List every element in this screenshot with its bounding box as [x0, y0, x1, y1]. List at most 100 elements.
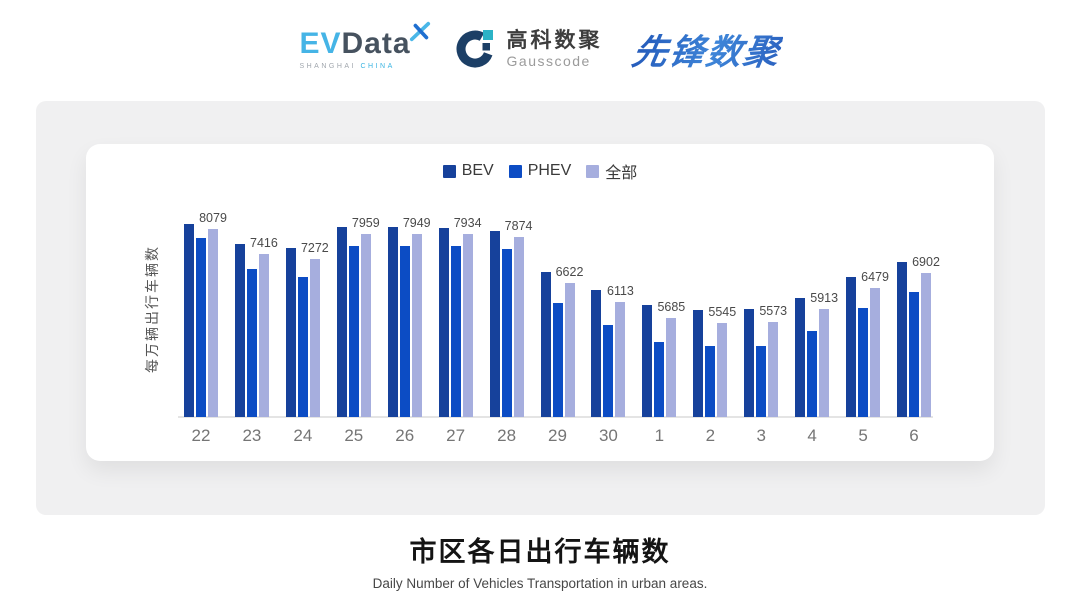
bar-全部-2[interactable]: [717, 322, 728, 417]
bar-PHEV-29[interactable]: [552, 302, 563, 417]
gausscode-en-text: Gausscode: [506, 52, 591, 69]
bar-PHEV-1[interactable]: [654, 342, 665, 417]
bar-全部-1[interactable]: [666, 317, 677, 417]
legend-swatch-phev: [508, 164, 522, 178]
evdata-data-text: Data: [341, 26, 411, 60]
evdata-cross-icon: [409, 21, 430, 41]
gausscode-wordmark: 高科数聚 Gausscode: [507, 29, 603, 69]
legend-item-all[interactable]: 全部: [586, 159, 637, 183]
x-tick-30: 30: [598, 426, 618, 445]
x-tick-29: 29: [548, 426, 567, 445]
bar-全部-5[interactable]: [870, 288, 881, 417]
gausscode-g-icon: [456, 30, 493, 68]
x-tick-1: 1: [654, 426, 665, 445]
bar-BEV-27[interactable]: [438, 227, 449, 417]
chart-legend: BEV PHEV 全部: [86, 159, 994, 183]
bar-BEV-6[interactable]: [897, 261, 908, 417]
bar-全部-6[interactable]: [921, 272, 932, 417]
x-axis-line: [178, 416, 933, 418]
legend-label-phev: PHEV: [527, 162, 572, 179]
x-tick-4: 4: [807, 426, 817, 445]
bar-BEV-25[interactable]: [336, 227, 347, 417]
plot-area: 8079 7416 7272 7959 7949 7934 7874 6622 6113 5685…: [86, 144, 994, 418]
x-tick-2: 2: [705, 426, 716, 445]
bar-PHEV-4[interactable]: [807, 330, 818, 417]
x-tick-25: 25: [344, 426, 364, 445]
bar-PHEV-28[interactable]: [501, 248, 512, 417]
value-label-30: 6113: [606, 283, 634, 298]
chart-title: 市区各日出行车辆数: [409, 537, 671, 567]
value-label-22: 8079: [199, 211, 227, 226]
bar-PHEV-3[interactable]: [756, 346, 767, 417]
x-tick-3: 3: [756, 426, 766, 445]
bar-PHEV-27[interactable]: [450, 246, 461, 417]
header-logos: EV Data SHANGHAI CHINA 高科数聚 Gausscode 先锋数…: [0, 14, 1080, 84]
value-label-2: 5545: [708, 304, 737, 319]
bar-全部-26[interactable]: [411, 233, 422, 417]
x-tick-6: 6: [909, 426, 919, 445]
bar-PHEV-2[interactable]: [705, 346, 716, 417]
bar-BEV-4[interactable]: [795, 297, 806, 417]
evdata-subtext: SHANGHAI CHINA: [299, 63, 410, 70]
value-label-1: 5685: [657, 299, 686, 314]
value-label-5: 6479: [861, 270, 889, 285]
chart-panel: BEV PHEV 全部 每万辆出行车辆数 8079 7416 7272 7959 794…: [36, 101, 1045, 515]
bar-BEV-26[interactable]: [387, 226, 398, 417]
x-tick-28: 28: [497, 426, 517, 445]
bar-BEV-22[interactable]: [184, 223, 194, 417]
bar-BEV-23[interactable]: [234, 243, 245, 417]
bar-全部-24[interactable]: [309, 258, 320, 417]
x-tick-24: 24: [293, 426, 313, 445]
bar-PHEV-26[interactable]: [399, 245, 410, 417]
legend-swatch-bev: [442, 164, 456, 178]
bar-PHEV-6[interactable]: [909, 292, 920, 417]
bar-PHEV-30[interactable]: [603, 324, 614, 417]
evdata-china-text: CHINA: [360, 62, 395, 70]
bar-全部-28[interactable]: [513, 236, 524, 417]
value-label-26: 7949: [402, 215, 431, 230]
evdata-wordmark: EV Data: [299, 21, 430, 60]
bar-全部-27[interactable]: [462, 234, 473, 417]
bar-BEV-1[interactable]: [642, 304, 653, 417]
bar-BEV-2[interactable]: [693, 310, 704, 417]
value-label-24: 7272: [300, 240, 329, 255]
value-label-27: 7934: [453, 216, 482, 231]
bar-全部-30[interactable]: [615, 301, 626, 417]
bar-全部-29[interactable]: [564, 283, 575, 417]
bar-BEV-28[interactable]: [489, 230, 500, 417]
legend-swatch-all: [586, 164, 600, 178]
evdata-shanghai-text: SHANGHAI: [299, 62, 357, 70]
bar-全部-4[interactable]: [819, 309, 830, 417]
bar-PHEV-5[interactable]: [858, 308, 869, 417]
bar-BEV-30[interactable]: [591, 290, 602, 417]
bar-PHEV-24[interactable]: [297, 277, 308, 417]
value-label-29: 6622: [555, 265, 584, 279]
bar-BEV-3[interactable]: [744, 308, 755, 417]
value-label-6: 6902: [912, 254, 940, 269]
legend-label-all: 全部: [605, 165, 638, 182]
bar-全部-25[interactable]: [360, 233, 371, 417]
bar-全部-3[interactable]: [768, 321, 779, 417]
value-label-25: 7959: [351, 215, 380, 230]
bar-BEV-29[interactable]: [540, 272, 551, 417]
bar-PHEV-22[interactable]: [196, 238, 206, 417]
bar-BEV-5[interactable]: [846, 276, 857, 417]
gausscode-logo: 高科数聚 Gausscode: [455, 27, 603, 71]
x-tick-5: 5: [858, 426, 868, 445]
chart-subtitle: Daily Number of Vehicles Transportation …: [372, 576, 708, 591]
legend-item-phev[interactable]: PHEV: [508, 162, 572, 180]
evdata-logo: EV Data SHANGHAI CHINA: [299, 21, 430, 70]
caption-block: 市区各日出行车辆数 Daily Number of Vehicles Trans…: [0, 530, 1080, 591]
bar-PHEV-25[interactable]: [348, 245, 359, 417]
bar-全部-22[interactable]: [208, 229, 218, 417]
pioneer-logo: 先锋数聚: [629, 24, 784, 75]
bar-全部-23[interactable]: [258, 253, 269, 417]
legend-label-bev: BEV: [461, 162, 494, 179]
bar-PHEV-23[interactable]: [246, 269, 257, 417]
legend-item-bev[interactable]: BEV: [442, 162, 494, 180]
bar-BEV-24[interactable]: [285, 248, 296, 417]
chart-card: BEV PHEV 全部 每万辆出行车辆数 8079 7416 7272 7959 794…: [86, 144, 994, 461]
pioneer-logo-text: 先锋数聚: [628, 24, 785, 75]
x-tick-23: 23: [242, 426, 262, 445]
x-tick-22: 22: [191, 426, 211, 445]
